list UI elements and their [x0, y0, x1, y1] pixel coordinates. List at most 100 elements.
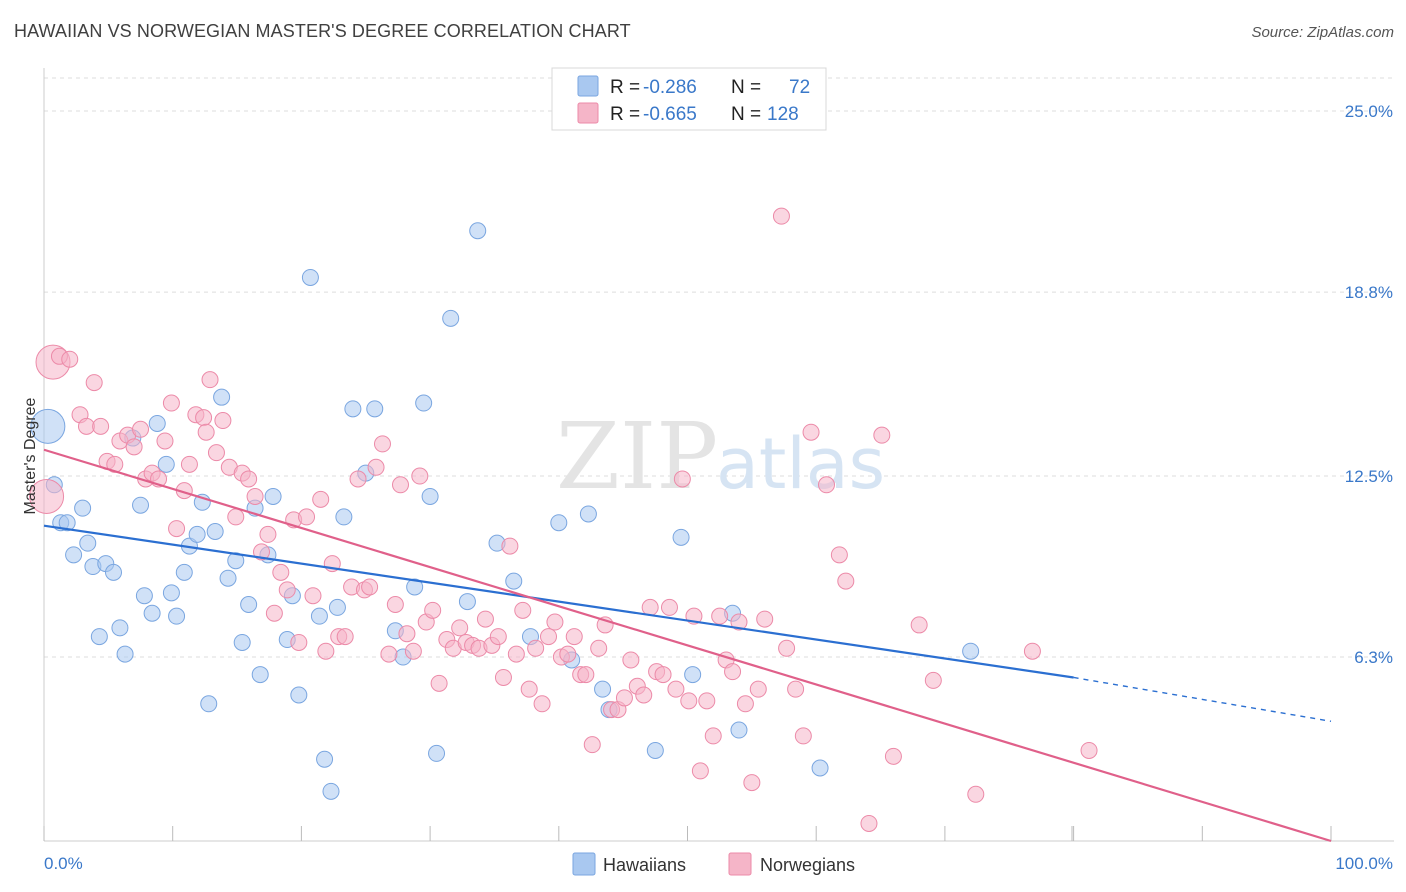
norwegian-point-24 — [201, 371, 219, 389]
trend-lines — [43, 448, 1332, 843]
norwegian-point-105 — [711, 607, 729, 625]
hawaiian-point-63 — [594, 680, 612, 698]
hawaiian-point-27 — [213, 388, 231, 406]
norwegian-point-34 — [259, 525, 277, 543]
norwegian-point-126 — [967, 785, 985, 803]
norwegian-point-39 — [290, 633, 308, 651]
watermark-zip: ZIP — [556, 403, 718, 510]
hawaiian-point-4 — [65, 546, 83, 564]
norwegian-point-81 — [559, 645, 577, 663]
hawaiian-point-52 — [421, 487, 439, 505]
norwegian-point-50 — [361, 578, 379, 596]
legend-bottom-swatch-hawaiians — [572, 852, 596, 876]
hawaiian-point-11 — [111, 619, 129, 637]
norwegian-point-72 — [501, 537, 519, 555]
norwegian-point-128 — [1080, 741, 1098, 759]
norwegian-point-3 — [61, 350, 79, 368]
hawaiian-point-56 — [469, 222, 487, 240]
hawaiian-point-58 — [505, 572, 523, 590]
hawaiian-point-29 — [227, 552, 245, 570]
chart-title: HAWAIIAN VS NORWEGIAN MASTER'S DEGREE CO… — [14, 21, 631, 41]
hawaiian-point-3 — [58, 514, 76, 532]
norwegian-point-118 — [817, 476, 835, 494]
hawaiian-point-41 — [316, 750, 334, 768]
norwegian-point-103 — [698, 692, 716, 710]
hawaiian-point-5 — [74, 499, 92, 517]
chart-source: Source: ZipAtlas.com — [1251, 24, 1394, 41]
norwegian-point-122 — [873, 426, 891, 444]
norwegian-point-31 — [240, 470, 258, 488]
legend-r-value-2: -0.665 — [643, 104, 697, 125]
hawaiian-trend-line — [43, 524, 1074, 679]
hawaiian-point-42 — [322, 782, 340, 800]
hawaiian-point-12 — [116, 645, 134, 663]
norwegian-point-73 — [507, 645, 525, 663]
norwegian-point-111 — [749, 680, 767, 698]
norwegian-point-40 — [298, 508, 316, 526]
y-tick-label-0: 6.3% — [1354, 648, 1393, 667]
hawaiian-point-62 — [579, 505, 597, 523]
hawaiian-point-44 — [335, 508, 353, 526]
watermark: ZIP atlas — [556, 403, 885, 510]
norwegian-point-27 — [214, 412, 232, 430]
norwegian-point-64 — [451, 619, 469, 637]
hawaiian-point-66 — [672, 528, 690, 546]
norwegian-point-127 — [1023, 642, 1041, 660]
norwegian-point-114 — [778, 639, 796, 657]
norwegian-point-117 — [802, 423, 820, 441]
norwegian-point-70 — [489, 628, 507, 646]
norwegian-point-99 — [673, 470, 691, 488]
norwegian-point-100 — [680, 692, 698, 710]
norwegian-point-112 — [756, 610, 774, 628]
norwegian-point-52 — [373, 435, 391, 453]
legend-swatch-norwegians — [577, 102, 599, 124]
hawaiian-point-28 — [219, 569, 237, 587]
x-tick-label-min: 0.0% — [44, 854, 83, 873]
norwegian-point-19 — [168, 520, 186, 538]
hawaiian-trend-line-extension — [1073, 676, 1332, 722]
norwegian-point-94 — [641, 598, 659, 616]
norwegian-point-113 — [772, 207, 790, 225]
hawaiian-point-10 — [104, 563, 122, 581]
legend-n-label-2: N = — [731, 104, 761, 125]
hawaiian-point-14 — [132, 496, 150, 514]
hawaiian-point-21 — [175, 563, 193, 581]
norwegian-point-41 — [304, 587, 322, 605]
norwegian-point-104 — [704, 727, 722, 745]
norwegian-point-79 — [546, 613, 564, 631]
axes — [43, 68, 1394, 842]
legend-top: R = -0.286 N = 72 R = -0.665 N = 128 — [551, 67, 827, 131]
hawaiian-point-69 — [730, 721, 748, 739]
norwegian-point-26 — [207, 444, 225, 462]
norwegian-point-61 — [430, 674, 448, 692]
norwegian-point-123 — [884, 747, 902, 765]
hawaiian-point-55 — [458, 593, 476, 611]
norwegian-point-54 — [386, 595, 404, 613]
norwegian-point-36 — [272, 563, 290, 581]
x-tick-label-max: 100.0% — [1335, 854, 1393, 873]
norwegian-point-58 — [411, 467, 429, 485]
norwegian-point-85 — [583, 736, 601, 754]
norwegian-point-17 — [156, 432, 174, 450]
watermark-atlas: atlas — [716, 423, 885, 505]
norwegian-point-29 — [227, 508, 245, 526]
norwegian-point-108 — [730, 613, 748, 631]
norwegian-point-84 — [577, 666, 595, 684]
norwegian-point-107 — [724, 663, 742, 681]
legend-n-value-1: 72 — [789, 77, 810, 98]
norwegian-point-37 — [278, 581, 296, 599]
legend-bottom-label-norwegians: Norwegians — [760, 855, 855, 875]
hawaiian-point-19 — [162, 584, 180, 602]
norwegian-point-60 — [424, 601, 442, 619]
norwegian-point-46 — [336, 628, 354, 646]
hawaiian-point-71 — [962, 642, 980, 660]
norwegian-point-35 — [265, 604, 283, 622]
scatter-points — [29, 207, 1098, 832]
norwegian-point-55 — [391, 476, 409, 494]
norwegian-point-51 — [367, 458, 385, 476]
norwegian-point-102 — [691, 762, 709, 780]
norwegian-point-0 — [29, 478, 65, 514]
hawaiian-point-40 — [310, 607, 328, 625]
hawaiian-point-70 — [811, 759, 829, 777]
